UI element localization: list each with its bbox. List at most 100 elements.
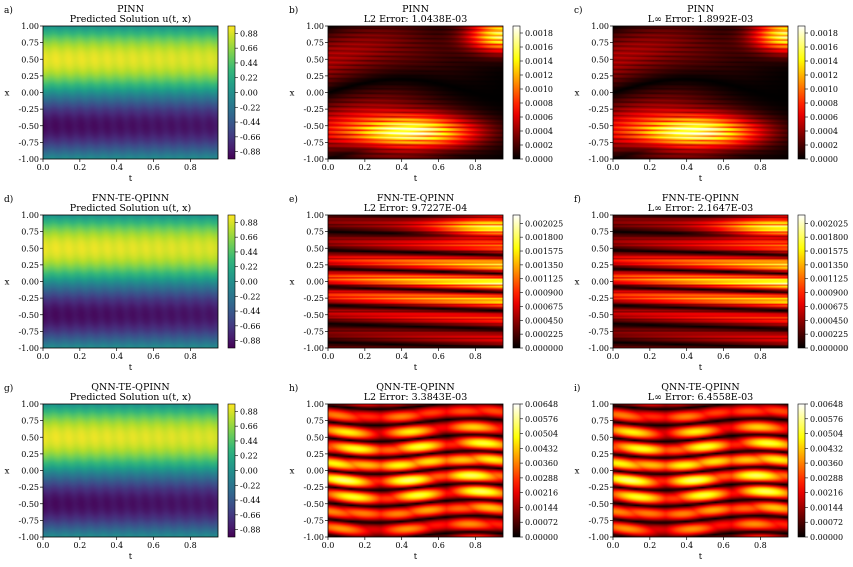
colorbar-tick-label: 0.001350 xyxy=(525,261,563,270)
x-tick-label: 0.8 xyxy=(469,163,482,172)
colorbar-tick-label: 0.22 xyxy=(240,452,258,461)
panel-letter: b) xyxy=(289,5,298,16)
colorbar-tick-label: 0.000675 xyxy=(810,302,848,311)
heatmap-a xyxy=(43,26,218,159)
y-tick-label: -0.25 xyxy=(588,294,609,303)
colorbar-tick-label: 0.66 xyxy=(240,233,258,242)
colorbar-tick-label: 0.00 xyxy=(240,278,258,287)
x-tick-label: 0.2 xyxy=(358,541,371,550)
y-tick-label: 0.50 xyxy=(21,244,39,253)
y-axis-label: x xyxy=(575,89,580,99)
y-tick-label: 1.00 xyxy=(306,211,324,220)
colorbar-tick-label: 0.000225 xyxy=(810,330,848,339)
x-tick-label: 0.6 xyxy=(717,163,730,172)
panel-title-line1: FNN-TE-QPINN xyxy=(662,193,739,204)
y-tick-label: 0.25 xyxy=(21,261,39,270)
colorbar-tick-label: 0.00288 xyxy=(525,474,558,483)
y-tick-label: -1.00 xyxy=(303,344,324,353)
y-tick-label: -0.50 xyxy=(303,122,324,131)
y-tick-label: 0.25 xyxy=(21,450,39,459)
x-tick-label: 0.6 xyxy=(717,541,730,550)
x-tick-label: 0.6 xyxy=(717,352,730,361)
x-axis-label: t xyxy=(129,363,133,373)
colorbar-tick-label: 0.00576 xyxy=(810,415,843,424)
y-tick-label: -0.25 xyxy=(18,294,39,303)
colorbar-tick-label: 0.00432 xyxy=(525,444,558,453)
x-tick-label: 0.8 xyxy=(754,541,767,550)
y-tick-label: -1.00 xyxy=(18,155,39,164)
colorbar-tick-label: -0.66 xyxy=(240,133,261,142)
y-tick-label: -0.25 xyxy=(303,105,324,114)
panel-title-line1: QNN-TE-QPINN xyxy=(91,382,170,393)
colorbar xyxy=(797,403,806,538)
colorbar-tick-label: 0.001575 xyxy=(810,247,848,256)
y-tick-label: -0.75 xyxy=(303,138,324,147)
y-axis-label: x xyxy=(575,467,580,477)
colorbar-tick-label: 0.001800 xyxy=(525,233,563,242)
colorbar-tick-label: -0.88 xyxy=(240,148,261,157)
x-tick-label: 0.0 xyxy=(607,163,620,172)
x-tick-label: 0.8 xyxy=(469,541,482,550)
y-tick-label: -0.75 xyxy=(303,516,324,525)
panel-letter: d) xyxy=(4,194,13,205)
panel-title-line2: L∞ Error: 1.8992E-03 xyxy=(648,14,753,25)
colorbar-tick-label: 0.001575 xyxy=(525,247,563,256)
colorbar-tick-label: 0.0012 xyxy=(525,71,553,80)
colorbar-tick-label: 0.44 xyxy=(240,437,258,446)
x-axis-label: t xyxy=(699,174,703,184)
y-tick-label: 0.25 xyxy=(306,450,324,459)
y-tick-label: 1.00 xyxy=(591,211,609,220)
y-tick-label: -1.00 xyxy=(303,155,324,164)
x-tick-label: 0.6 xyxy=(432,541,445,550)
x-tick-label: 0.8 xyxy=(184,541,197,550)
colorbar-tick-label: 0.000000 xyxy=(525,344,563,353)
x-axis-label: t xyxy=(414,363,418,373)
colorbar-tick-label: 0.0006 xyxy=(810,113,838,122)
y-tick-label: -0.75 xyxy=(588,516,609,525)
colorbar-tick-label: 0.000900 xyxy=(525,289,563,298)
y-axis-label: x xyxy=(290,278,295,288)
y-tick-label: -0.25 xyxy=(18,483,39,492)
x-tick-label: 0.2 xyxy=(358,352,371,361)
colorbar-tick-label: 0.0008 xyxy=(525,99,553,108)
y-tick-label: 0.00 xyxy=(591,467,609,476)
panel-title-line1: PINN xyxy=(402,4,429,15)
heatmap-c xyxy=(613,26,788,159)
y-axis-label: x xyxy=(290,89,295,99)
y-tick-label: 0.75 xyxy=(306,228,324,237)
y-tick-label: -0.50 xyxy=(18,311,39,320)
heatmap-g xyxy=(43,404,218,537)
colorbar-tick-label: 0.00288 xyxy=(810,474,843,483)
colorbar-tick-label: 0.0004 xyxy=(525,127,553,136)
colorbar-tick-label: 0.00504 xyxy=(525,430,558,439)
y-tick-label: 1.00 xyxy=(21,22,39,31)
colorbar-tick-label: 0.00360 xyxy=(810,459,843,468)
x-axis-label: t xyxy=(414,174,418,184)
y-tick-label: 0.00 xyxy=(21,467,39,476)
x-tick-label: 0.2 xyxy=(73,541,86,550)
y-tick-label: 0.75 xyxy=(591,417,609,426)
panel-title-line1: QNN-TE-QPINN xyxy=(661,382,740,393)
colorbar-tick-label: 0.000000 xyxy=(810,344,848,353)
y-tick-label: -0.25 xyxy=(588,483,609,492)
heatmap-d xyxy=(43,215,218,348)
colorbar-tick-label: 0.0000 xyxy=(810,155,838,164)
colorbar-tick-label: -0.66 xyxy=(240,322,261,331)
y-tick-label: -0.75 xyxy=(303,327,324,336)
colorbar-tick-label: 0.0010 xyxy=(810,85,838,94)
y-tick-label: 0.50 xyxy=(591,433,609,442)
y-tick-label: 0.00 xyxy=(306,278,324,287)
panel-title-line2: Predicted Solution u(t, x) xyxy=(70,203,191,214)
x-tick-label: 0.4 xyxy=(110,163,123,172)
panel-title-line2: L2 Error: 1.0438E-03 xyxy=(364,14,468,25)
colorbar xyxy=(512,214,521,349)
colorbar-tick-label: 0.0014 xyxy=(525,57,553,66)
colorbar-tick-label: 0.00432 xyxy=(810,444,843,453)
y-tick-label: -0.50 xyxy=(588,500,609,509)
colorbar-tick-label: 0.22 xyxy=(240,74,258,83)
colorbar-tick-label: 0.0012 xyxy=(810,71,838,80)
y-tick-label: -0.75 xyxy=(588,327,609,336)
y-tick-label: 1.00 xyxy=(306,400,324,409)
